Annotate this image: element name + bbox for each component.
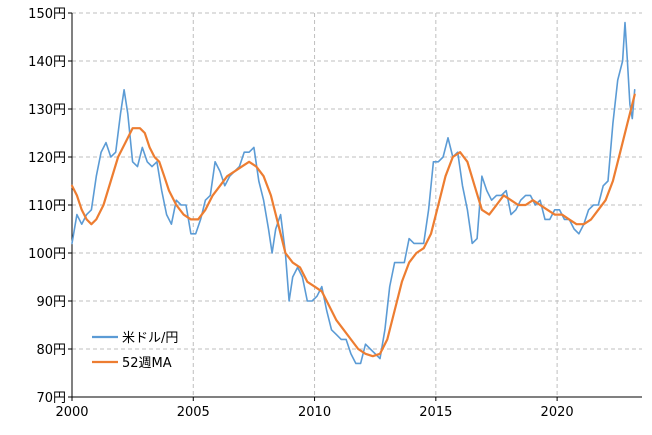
x-tick-label: 2020 [541, 405, 574, 420]
y-axis-tick-labels: 70円 80円 90円 100円 110円 120円 130円 140円 150円 [28, 7, 66, 406]
y-tick-label: 140円 [28, 55, 66, 70]
series-line-ma52 [70, 93, 636, 358]
series-line-usd-jpy [71, 21, 636, 365]
x-tick-label: 2015 [419, 405, 452, 420]
legend: 米ドル/円 52週MA [92, 331, 178, 371]
x-tick-label: 2005 [177, 405, 210, 420]
y-tick-label: 70円 [36, 391, 66, 406]
x-axis-tick-labels: 2000 2005 2010 2015 2020 [55, 405, 573, 420]
y-tick-label: 110円 [28, 199, 66, 214]
x-tick-label: 2010 [298, 405, 331, 420]
y-tick-label: 120円 [28, 151, 66, 166]
y-tick-label: 130円 [28, 103, 66, 118]
series-layer [70, 21, 636, 365]
y-tick-label: 150円 [28, 7, 66, 22]
gridlines [72, 12, 642, 397]
y-tick-label: 80円 [36, 343, 66, 358]
x-tick-label: 2000 [55, 405, 88, 420]
y-tick-label: 90円 [36, 295, 66, 310]
axes [68, 12, 642, 401]
legend-label: 米ドル/円 [122, 331, 178, 346]
legend-label: 52週MA [122, 356, 172, 371]
y-tick-label: 100円 [28, 247, 66, 262]
